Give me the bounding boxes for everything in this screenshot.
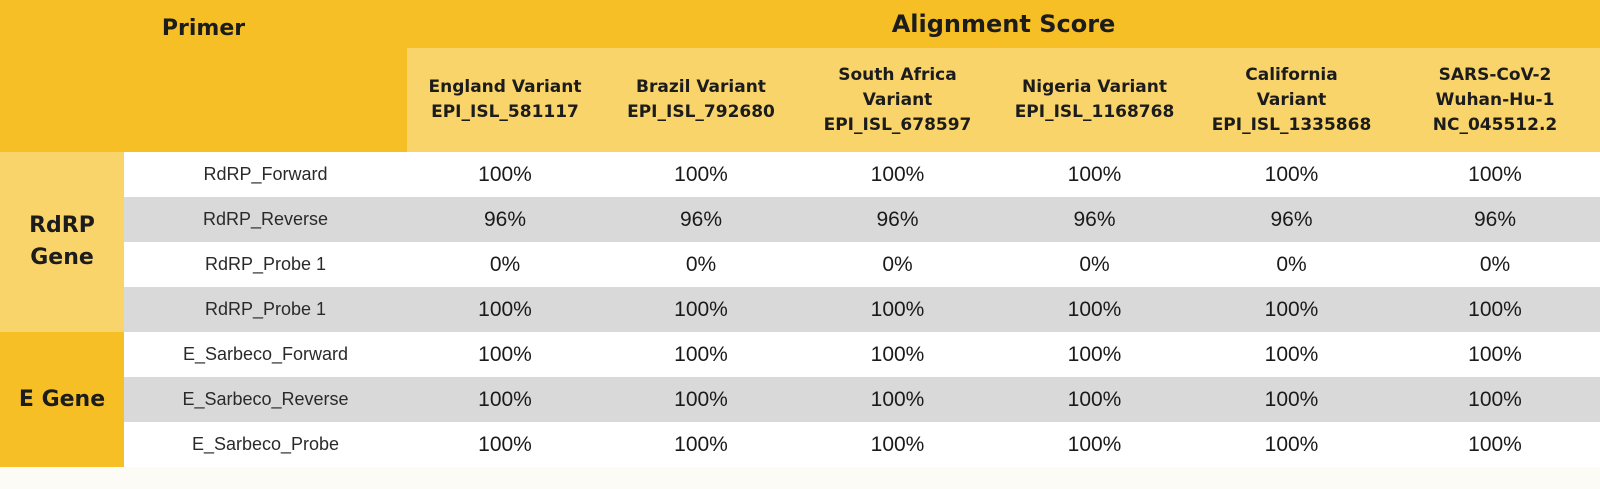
primer-name-cell: E_Sarbeco_Probe [124,422,407,467]
score-cell: 96% [1193,197,1390,242]
score-cell: 96% [1390,197,1600,242]
score-cell: 100% [799,152,996,197]
variant-header: England Variant EPI_ISL_581117 [407,48,603,152]
score-cell: 0% [799,242,996,287]
score-cell: 100% [996,332,1193,377]
score-cell: 100% [603,332,799,377]
variant-header-line: Nigeria Variant [1022,77,1167,97]
variant-header-line: EPI_ISL_1168768 [1014,102,1175,122]
score-cell: 100% [603,152,799,197]
gene-group-cell: E Gene [0,332,124,467]
gene-label-line: RdRP [29,213,95,238]
score-cell: 100% [1193,422,1390,467]
score-cell: 96% [603,197,799,242]
score-cell: 96% [799,197,996,242]
variant-header-line: Variant [862,89,933,110]
score-cell: 0% [603,242,799,287]
score-cell: 100% [799,422,996,467]
score-cell: 100% [996,287,1193,332]
variant-header-line: Brazil Variant [636,77,766,97]
score-cell: 0% [1193,242,1390,287]
score-cell: 96% [407,197,603,242]
table-row: RdRP_Probe 1 0% 0% 0% 0% 0% 0% [0,242,1600,287]
score-cell: 100% [799,332,996,377]
score-cell: 100% [603,422,799,467]
variant-header-line: EPI_ISL_678597 [823,114,972,135]
variant-header-line: EPI_ISL_1335868 [1211,114,1372,135]
variant-header-line: EPI_ISL_792680 [627,102,775,122]
score-cell: 100% [799,287,996,332]
score-cell: 100% [603,377,799,422]
alignment-score-table: Primer Alignment Score England Variant EP… [0,0,1600,467]
score-cell: 100% [407,152,603,197]
primer-name-cell: RdRP_Reverse [124,197,407,242]
score-cell: 100% [1193,152,1390,197]
score-cell: 100% [1390,287,1600,332]
table-row: E Gene E_Sarbeco_Forward 100% 100% 100% … [0,332,1600,467]
primer-name-cell: RdRP_Forward [124,152,407,197]
primer-name-cell: E_Sarbeco_Reverse [124,377,407,422]
score-cell: 0% [1390,242,1600,287]
variant-header: SARS-CoV-2 Wuhan-Hu-1 NC_045512.2 [1390,48,1600,152]
primer-header: Primer [0,0,407,152]
score-cell: 100% [1193,332,1390,377]
variant-header-line: England Variant [428,77,582,97]
alignment-score-header: Alignment Score [407,0,1600,48]
variant-header: Brazil Variant EPI_ISL_792680 [603,48,799,152]
score-cell: 0% [996,242,1193,287]
gene-label-line: E Gene [18,386,106,412]
primer-header-label: Primer [161,15,246,41]
score-cell: 100% [1193,377,1390,422]
variant-header: California Variant EPI_ISL_1335868 [1193,48,1390,152]
table-row: RdRP_Reverse 96% 96% 96% 96% 96% 96% [0,197,1600,242]
score-cell: 100% [996,377,1193,422]
score-cell: 96% [996,197,1193,242]
alignment-score-title: Alignment Score [891,10,1116,38]
header-row-top: Primer Alignment Score [0,0,1600,152]
table-row: E_Sarbeco_Reverse 100% 100% 100% 100% 10… [0,377,1600,422]
variant-header-line: California [1245,64,1338,85]
primer-name-cell: RdRP_Probe 1 [124,242,407,287]
primer-name-cell: E_Sarbeco_Forward [124,332,407,377]
score-cell: 100% [1390,377,1600,422]
gene-label-line: Gene [30,245,94,270]
variant-header-line: SARS-CoV-2 [1438,64,1552,85]
gene-group-cell: RdRP Gene [0,152,124,332]
score-cell: 0% [407,242,603,287]
score-cell: 100% [1390,422,1600,467]
table-row: E_Sarbeco_Probe 100% 100% 100% 100% 100%… [0,422,1600,467]
score-cell: 100% [407,377,603,422]
score-cell: 100% [1193,287,1390,332]
score-cell: 100% [407,332,603,377]
score-cell: 100% [799,377,996,422]
variant-header-line: South Africa [838,64,957,85]
variant-header-line: Wuhan-Hu-1 [1435,89,1555,110]
variant-header: South Africa Variant EPI_ISL_678597 [799,48,996,152]
score-cell: 100% [1390,332,1600,377]
score-cell: 100% [1390,152,1600,197]
score-cell: 100% [996,152,1193,197]
variant-header: Nigeria Variant EPI_ISL_1168768 [996,48,1193,152]
table-row: RdRP_Probe 1 100% 100% 100% 100% 100% 10… [0,287,1600,332]
variant-header-line: NC_045512.2 [1432,114,1558,135]
primer-name-cell: RdRP_Probe 1 [124,287,407,332]
variant-header-line: Variant [1256,89,1327,110]
score-cell: 100% [996,422,1193,467]
variant-header-line: EPI_ISL_581117 [431,102,579,122]
table-row: RdRP Gene RdRP_Forward 100% 100% 100% 100… [0,152,1600,332]
header-row-variants: England Variant EPI_ISL_581117 Brazil Var… [0,48,1600,152]
score-cell: 100% [407,422,603,467]
score-cell: 100% [603,287,799,332]
score-cell: 100% [407,287,603,332]
